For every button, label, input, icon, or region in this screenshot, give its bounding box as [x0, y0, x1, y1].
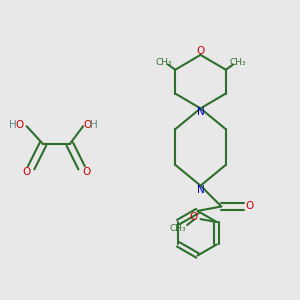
Text: O: O: [22, 167, 31, 177]
Text: O: O: [245, 202, 254, 212]
Text: H: H: [9, 120, 16, 130]
Text: CH₃: CH₃: [230, 58, 246, 67]
Text: O: O: [83, 120, 92, 130]
Text: N: N: [197, 184, 204, 194]
Text: O: O: [196, 46, 205, 56]
Text: CH₃: CH₃: [170, 224, 187, 233]
Text: O: O: [189, 212, 197, 222]
Text: H: H: [90, 120, 98, 130]
Text: O: O: [82, 167, 90, 177]
Text: N: N: [197, 107, 204, 117]
Text: CH₃: CH₃: [155, 58, 172, 67]
Text: O: O: [15, 120, 23, 130]
